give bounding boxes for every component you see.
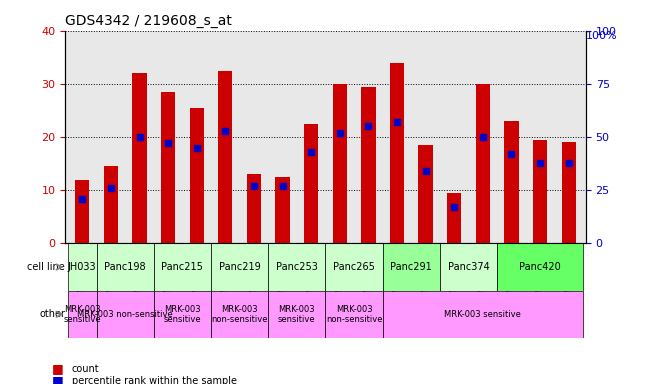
Bar — [390, 63, 404, 243]
Bar — [104, 166, 118, 243]
Text: Panc253: Panc253 — [276, 262, 318, 272]
Bar — [218, 71, 232, 243]
Text: count: count — [72, 364, 99, 374]
FancyBboxPatch shape — [326, 291, 383, 338]
Text: MRK-003
sensitive: MRK-003 sensitive — [63, 305, 101, 324]
Bar — [476, 84, 490, 243]
Text: Panc219: Panc219 — [219, 262, 260, 272]
FancyBboxPatch shape — [154, 243, 211, 291]
Text: MRK-003
non-sensitive: MRK-003 non-sensitive — [326, 305, 382, 324]
Bar — [161, 92, 175, 243]
Bar — [447, 193, 462, 243]
Text: MRK-003
sensitive: MRK-003 sensitive — [278, 305, 316, 324]
Text: Panc291: Panc291 — [391, 262, 432, 272]
Text: ■: ■ — [52, 374, 64, 384]
Text: MRK-003 non-sensitive: MRK-003 non-sensitive — [77, 310, 173, 319]
FancyBboxPatch shape — [497, 243, 583, 291]
FancyBboxPatch shape — [68, 243, 96, 291]
Bar — [275, 177, 290, 243]
Bar — [189, 108, 204, 243]
Text: JH033: JH033 — [68, 262, 96, 272]
Text: MRK-003 sensitive: MRK-003 sensitive — [445, 310, 521, 319]
Text: other: other — [39, 309, 65, 319]
Text: cell line: cell line — [27, 262, 65, 272]
FancyBboxPatch shape — [96, 243, 154, 291]
FancyBboxPatch shape — [211, 243, 268, 291]
Text: Panc420: Panc420 — [519, 262, 561, 272]
FancyBboxPatch shape — [383, 243, 440, 291]
Text: Panc215: Panc215 — [161, 262, 203, 272]
Bar — [361, 86, 376, 243]
FancyBboxPatch shape — [268, 243, 326, 291]
Text: percentile rank within the sample: percentile rank within the sample — [72, 376, 236, 384]
Bar — [333, 84, 347, 243]
Text: GDS4342 / 219608_s_at: GDS4342 / 219608_s_at — [65, 14, 232, 28]
Text: Panc265: Panc265 — [333, 262, 375, 272]
Text: Panc374: Panc374 — [448, 262, 490, 272]
Text: 100%: 100% — [586, 31, 618, 41]
FancyBboxPatch shape — [383, 291, 583, 338]
Bar — [419, 145, 433, 243]
Bar — [562, 142, 576, 243]
Bar — [505, 121, 519, 243]
Text: MRK-003
sensitive: MRK-003 sensitive — [163, 305, 201, 324]
Text: Panc198: Panc198 — [104, 262, 146, 272]
FancyBboxPatch shape — [211, 291, 268, 338]
FancyBboxPatch shape — [440, 243, 497, 291]
Bar — [304, 124, 318, 243]
Bar — [247, 174, 261, 243]
FancyBboxPatch shape — [96, 291, 154, 338]
FancyBboxPatch shape — [268, 291, 326, 338]
FancyBboxPatch shape — [68, 291, 96, 338]
FancyBboxPatch shape — [326, 243, 383, 291]
Bar — [132, 73, 146, 243]
FancyBboxPatch shape — [154, 291, 211, 338]
Bar — [75, 180, 89, 243]
Bar — [533, 140, 547, 243]
Text: MRK-003
non-sensitive: MRK-003 non-sensitive — [212, 305, 268, 324]
Text: ■: ■ — [52, 362, 64, 376]
